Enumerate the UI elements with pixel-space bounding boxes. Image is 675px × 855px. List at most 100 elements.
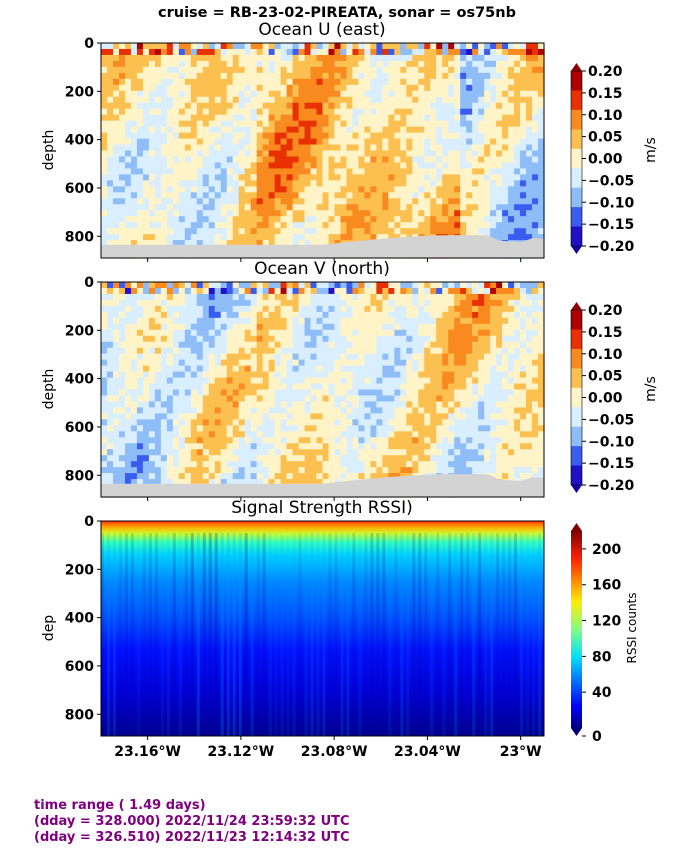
field-cell bbox=[286, 210, 294, 217]
field-cell bbox=[322, 234, 330, 241]
field-cell bbox=[244, 96, 252, 104]
field-cell bbox=[250, 323, 258, 331]
field-cell bbox=[244, 365, 252, 373]
field-cell bbox=[346, 449, 354, 456]
field-cell bbox=[304, 431, 312, 438]
field-cell bbox=[352, 449, 360, 456]
field-cell bbox=[298, 144, 306, 152]
field-cell bbox=[340, 54, 348, 62]
field-cell bbox=[112, 335, 120, 343]
field-cell bbox=[238, 156, 246, 164]
field-cell bbox=[244, 479, 252, 486]
field-cell bbox=[172, 48, 180, 56]
field-cell bbox=[334, 234, 342, 241]
field-cell bbox=[101, 353, 108, 361]
field-cell bbox=[352, 371, 360, 379]
field-cell bbox=[496, 60, 503, 68]
field-cell bbox=[304, 114, 312, 122]
field-cell bbox=[478, 323, 485, 331]
field-cell bbox=[466, 377, 473, 385]
field-cell bbox=[160, 317, 168, 325]
field-cell bbox=[118, 371, 126, 379]
field-cell bbox=[352, 144, 360, 152]
field-cell bbox=[160, 299, 168, 307]
field-cell bbox=[406, 335, 413, 343]
field-cell bbox=[424, 329, 431, 337]
field-cell bbox=[304, 168, 312, 175]
field-cell bbox=[328, 192, 336, 199]
field-cell bbox=[424, 377, 431, 385]
field-cell bbox=[238, 347, 246, 355]
field-cell bbox=[376, 144, 383, 152]
field-cell bbox=[292, 234, 300, 241]
field-cell bbox=[202, 120, 210, 128]
field-cell bbox=[214, 479, 222, 486]
field-cell bbox=[142, 162, 150, 170]
field-cell bbox=[418, 401, 425, 409]
field-cell bbox=[106, 323, 114, 331]
field-cell bbox=[364, 329, 371, 337]
field-cell bbox=[520, 144, 527, 152]
field-cell bbox=[400, 216, 407, 223]
field-cell bbox=[101, 192, 108, 199]
field-cell bbox=[460, 84, 467, 92]
field-cell bbox=[406, 210, 413, 217]
field-cell bbox=[496, 168, 503, 175]
field-cell bbox=[364, 425, 371, 432]
field-cell bbox=[160, 138, 168, 146]
field-cell bbox=[352, 120, 360, 128]
field-cell bbox=[148, 395, 156, 403]
field-cell bbox=[196, 425, 204, 432]
field-cell bbox=[160, 287, 168, 295]
field-cell bbox=[310, 425, 318, 432]
field-cell bbox=[526, 108, 533, 116]
field-cell bbox=[364, 43, 371, 50]
field-cell bbox=[538, 198, 545, 205]
field-cell bbox=[268, 150, 276, 158]
field-cell bbox=[460, 287, 467, 295]
field-cell bbox=[472, 126, 479, 134]
field-cell bbox=[166, 180, 174, 187]
field-cell bbox=[412, 467, 419, 474]
field-cell bbox=[358, 186, 366, 193]
field-cell bbox=[406, 60, 413, 68]
field-cell bbox=[112, 174, 120, 181]
field-cell bbox=[118, 114, 126, 122]
field-cell bbox=[340, 198, 348, 205]
field-cell bbox=[448, 72, 455, 80]
field-cell bbox=[154, 461, 162, 468]
field-cell bbox=[292, 443, 300, 450]
field-cell bbox=[472, 156, 479, 164]
field-cell bbox=[208, 419, 216, 426]
field-cell bbox=[472, 102, 479, 110]
field-cell bbox=[136, 353, 144, 361]
field-cell bbox=[340, 347, 348, 355]
field-cell bbox=[214, 54, 222, 62]
field-cell bbox=[298, 162, 306, 170]
field-cell bbox=[358, 449, 366, 456]
field-cell bbox=[364, 317, 371, 325]
field-cell bbox=[250, 467, 258, 474]
field-cell bbox=[478, 222, 485, 229]
field-cell bbox=[334, 395, 342, 403]
field-cell bbox=[526, 234, 533, 241]
field-cell bbox=[202, 132, 210, 140]
field-cell bbox=[190, 413, 198, 420]
y-tick-label: 200 bbox=[65, 84, 94, 100]
field-cell bbox=[298, 102, 306, 110]
field-cell bbox=[436, 419, 443, 426]
field-cell bbox=[424, 198, 431, 205]
field-cell bbox=[304, 407, 312, 414]
field-cell bbox=[196, 389, 204, 397]
field-cell bbox=[448, 180, 455, 187]
field-cell bbox=[424, 102, 431, 110]
field-cell bbox=[130, 84, 138, 92]
field-cell bbox=[184, 156, 192, 164]
field-cell bbox=[322, 96, 330, 104]
field-cell bbox=[184, 353, 192, 361]
field-cell bbox=[160, 132, 168, 140]
field-cell bbox=[298, 449, 306, 456]
field-cell bbox=[274, 144, 282, 152]
field-cell bbox=[178, 347, 186, 355]
field-cell bbox=[442, 66, 449, 74]
